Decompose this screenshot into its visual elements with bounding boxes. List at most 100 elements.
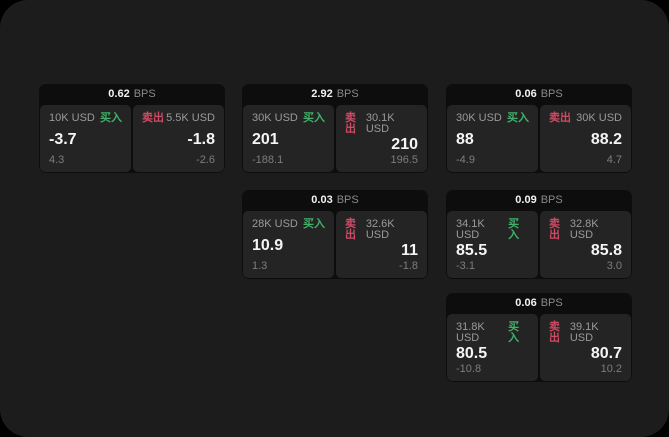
buy-delta: -188.1 [252, 154, 284, 166]
sell-price: -1.8 [187, 130, 215, 148]
sell-top-row: 卖出 39.1K USD [549, 322, 622, 344]
buy-panel[interactable]: 30K USD 买入 201 -188.1 [243, 105, 334, 172]
sell-amount: 32.8K USD [569, 218, 599, 241]
buy-price: 80.5 [456, 345, 488, 362]
buy-amount: 34.1K USD [456, 218, 485, 241]
card-header: 0.62 BPS [39, 84, 225, 105]
sell-panel[interactable]: 卖出 30.1K USD 210 196.5 [336, 105, 427, 172]
buy-panel[interactable]: 10K USD 买入 -3.7 4.3 [40, 105, 131, 172]
bps-unit-label: BPS [336, 88, 359, 100]
bps-value: 2.92 [311, 88, 333, 100]
sell-delta: -1.8 [399, 260, 418, 272]
buy-top-row: 10K USD 买入 [49, 113, 122, 124]
buy-price: 88 [456, 130, 474, 148]
sell-top-row: 卖出 32.6K USD [345, 219, 418, 241]
sell-price: 210 [391, 136, 418, 153]
sell-panel[interactable]: 卖出 32.8K USD 85.8 3.0 [540, 211, 631, 278]
bps-card-6: 0.06 BPS 31.8K USD 买入 80.5 -10.8 卖出 39.1… [446, 293, 632, 382]
sell-amount: 32.6K USD [365, 218, 395, 241]
sell-panel[interactable]: 卖出 39.1K USD 80.7 10.2 [540, 314, 631, 381]
buy-tag: 买入 [100, 112, 122, 124]
bps-card-5: 0.09 BPS 34.1K USD 买入 85.5 -3.1 卖出 32.8K… [446, 190, 632, 279]
bps-card-1: 0.62 BPS 10K USD 买入 -3.7 4.3 卖出 5.5K USD [39, 84, 225, 173]
card-body: 30K USD 买入 201 -188.1 卖出 30.1K USD 210 1… [242, 105, 428, 173]
buy-tag: 买入 [507, 112, 529, 124]
sell-top-row: 卖出 30K USD [549, 113, 622, 124]
sell-tag: 卖出 [345, 218, 356, 241]
card-body: 34.1K USD 买入 85.5 -3.1 卖出 32.8K USD 85.8… [446, 211, 632, 279]
sell-panel[interactable]: 卖出 5.5K USD -1.8 -2.6 [133, 105, 224, 172]
card-body: 30K USD 买入 88 -4.9 卖出 30K USD 88.2 4.7 [446, 105, 632, 173]
buy-top-row: 34.1K USD 买入 [456, 219, 529, 241]
buy-delta: -3.1 [456, 260, 475, 272]
bps-value: 0.06 [515, 297, 537, 309]
card-header: 0.09 BPS [446, 190, 632, 211]
buy-delta: 4.3 [49, 154, 65, 166]
buy-tag: 买入 [508, 321, 520, 344]
bps-value: 0.03 [311, 194, 333, 206]
sell-price: 80.7 [590, 345, 622, 362]
buy-top-row: 30K USD 买入 [456, 113, 529, 124]
buy-price: 85.5 [456, 242, 488, 259]
sell-tag: 卖出 [549, 321, 560, 344]
card-header: 0.03 BPS [242, 190, 428, 211]
buy-price: 201 [252, 130, 279, 148]
sell-top-row: 卖出 30.1K USD [345, 113, 418, 135]
bps-value: 0.09 [515, 194, 537, 206]
sell-amount: 30.1K USD [365, 112, 395, 135]
buy-amount: 10K USD [49, 112, 95, 124]
sell-top-row: 卖出 5.5K USD [142, 113, 215, 124]
card-body: 28K USD 买入 10.9 1.3 卖出 32.6K USD 11 -1.8 [242, 211, 428, 279]
bps-value: 0.06 [515, 88, 537, 100]
buy-delta: 1.3 [252, 260, 268, 272]
buy-top-row: 30K USD 买入 [252, 113, 325, 124]
bps-unit-label: BPS [336, 194, 359, 206]
sell-price: 85.8 [590, 242, 622, 259]
sell-tag: 卖出 [549, 112, 571, 124]
bps-unit-label: BPS [540, 194, 563, 206]
sell-amount: 5.5K USD [166, 112, 215, 124]
buy-tag: 买入 [508, 218, 520, 241]
sell-delta: 3.0 [606, 260, 622, 272]
buy-amount: 30K USD [456, 112, 502, 124]
buy-price: 10.9 [252, 236, 284, 254]
bps-card-3: 0.06 BPS 30K USD 买入 88 -4.9 卖出 30K USD [446, 84, 632, 173]
sell-delta: 196.5 [390, 154, 418, 166]
bps-unit-label: BPS [540, 88, 563, 100]
buy-panel[interactable]: 34.1K USD 买入 85.5 -3.1 [447, 211, 538, 278]
buy-delta: -10.8 [456, 363, 482, 375]
buy-panel[interactable]: 31.8K USD 买入 80.5 -10.8 [447, 314, 538, 381]
card-header: 0.06 BPS [446, 293, 632, 314]
bps-unit-label: BPS [133, 88, 156, 100]
buy-panel[interactable]: 30K USD 买入 88 -4.9 [447, 105, 538, 172]
buy-amount: 30K USD [252, 112, 298, 124]
card-body: 31.8K USD 买入 80.5 -10.8 卖出 39.1K USD 80.… [446, 314, 632, 382]
buy-amount: 28K USD [252, 218, 298, 230]
sell-panel[interactable]: 卖出 30K USD 88.2 4.7 [540, 105, 631, 172]
buy-delta: -4.9 [456, 154, 475, 166]
card-header: 2.92 BPS [242, 84, 428, 105]
buy-top-row: 28K USD 买入 [252, 219, 325, 230]
buy-tag: 买入 [303, 112, 325, 124]
sell-panel[interactable]: 卖出 32.6K USD 11 -1.8 [336, 211, 427, 278]
buy-top-row: 31.8K USD 买入 [456, 322, 529, 344]
card-body: 10K USD 买入 -3.7 4.3 卖出 5.5K USD -1.8 -2.… [39, 105, 225, 173]
sell-delta: -2.6 [196, 154, 215, 166]
sell-delta: 4.7 [606, 154, 622, 166]
bps-card-4: 0.03 BPS 28K USD 买入 10.9 1.3 卖出 32.6K US… [242, 190, 428, 279]
buy-price: -3.7 [49, 130, 77, 148]
buy-panel[interactable]: 28K USD 买入 10.9 1.3 [243, 211, 334, 278]
sell-amount: 39.1K USD [569, 321, 599, 344]
sell-price: 11 [401, 242, 418, 259]
sell-top-row: 卖出 32.8K USD [549, 219, 622, 241]
sell-tag: 卖出 [345, 112, 356, 135]
bps-card-2: 2.92 BPS 30K USD 买入 201 -188.1 卖出 30.1K … [242, 84, 428, 173]
sell-tag: 卖出 [549, 218, 560, 241]
sell-price: 88.2 [590, 130, 622, 148]
buy-tag: 买入 [303, 218, 325, 230]
buy-amount: 31.8K USD [456, 321, 485, 344]
sell-amount: 30K USD [576, 112, 622, 124]
bps-value: 0.62 [108, 88, 130, 100]
